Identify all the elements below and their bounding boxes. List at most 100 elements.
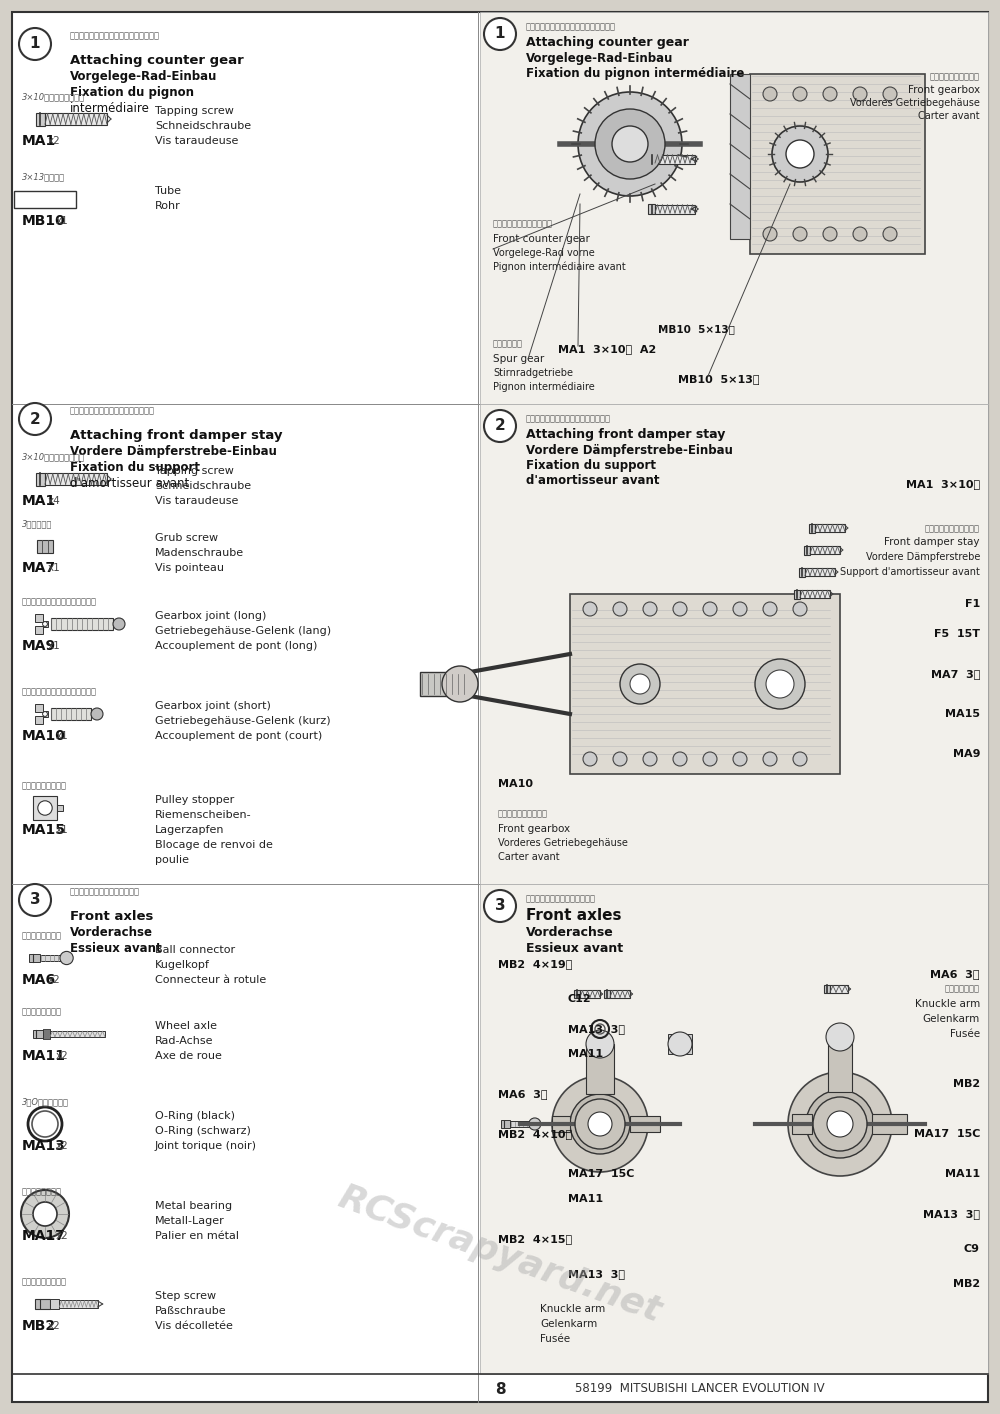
Text: C9: C9 bbox=[964, 1244, 980, 1254]
Circle shape bbox=[827, 1111, 853, 1137]
Bar bbox=[792, 1114, 812, 1134]
Text: Step screw: Step screw bbox=[155, 1291, 216, 1301]
Circle shape bbox=[733, 752, 747, 766]
Text: x1: x1 bbox=[56, 824, 69, 836]
Circle shape bbox=[586, 1029, 614, 1058]
Circle shape bbox=[38, 800, 52, 816]
Bar bbox=[586, 1044, 614, 1094]
Text: MB2: MB2 bbox=[953, 1079, 980, 1089]
Text: MA13  3㎜: MA13 3㎜ bbox=[568, 1268, 625, 1280]
Text: Tapping screw: Tapping screw bbox=[155, 467, 234, 477]
Text: フロントアクスルの取り付け方: フロントアクスルの取り付け方 bbox=[70, 888, 140, 896]
Text: Vorgelege-Rad-Einbau: Vorgelege-Rad-Einbau bbox=[70, 71, 217, 83]
Text: MA15: MA15 bbox=[22, 823, 66, 837]
Bar bbox=[510, 1121, 534, 1127]
Bar bbox=[45, 113, 107, 124]
Text: Vorderachse: Vorderachse bbox=[70, 926, 153, 939]
Text: F5  15T: F5 15T bbox=[934, 629, 980, 639]
Text: MB2  4×10㎜: MB2 4×10㎜ bbox=[498, 1128, 572, 1140]
Text: Tapping screw: Tapping screw bbox=[155, 106, 234, 116]
Text: Rad-Achse: Rad-Achse bbox=[155, 1036, 214, 1046]
Text: MB10: MB10 bbox=[22, 214, 66, 228]
Bar bbox=[420, 672, 470, 696]
Bar bbox=[794, 590, 800, 598]
Circle shape bbox=[570, 1094, 630, 1154]
Text: Fusée: Fusée bbox=[950, 1029, 980, 1039]
Bar bbox=[655, 154, 695, 164]
Text: MA10: MA10 bbox=[22, 730, 66, 742]
Text: Grub screw: Grub screw bbox=[155, 533, 218, 543]
Bar bbox=[480, 884, 988, 1374]
Text: MA11: MA11 bbox=[568, 1193, 603, 1203]
Text: Pulley stopper: Pulley stopper bbox=[155, 795, 234, 805]
Text: MA9: MA9 bbox=[22, 639, 56, 653]
Text: MA1: MA1 bbox=[22, 134, 56, 148]
Circle shape bbox=[43, 622, 47, 626]
Text: Support d'amortisseur avant: Support d'amortisseur avant bbox=[840, 567, 980, 577]
Circle shape bbox=[813, 1097, 867, 1151]
Text: 3: 3 bbox=[495, 898, 505, 913]
Text: MA6  3㎜: MA6 3㎜ bbox=[498, 1089, 548, 1099]
Text: Getriebegehäuse-Gelenk (kurz): Getriebegehäuse-Gelenk (kurz) bbox=[155, 715, 331, 725]
Circle shape bbox=[552, 1076, 648, 1172]
Text: MB2  4×19㎜: MB2 4×19㎜ bbox=[498, 959, 572, 969]
Circle shape bbox=[33, 1202, 57, 1226]
Text: MB10  5×13㎜: MB10 5×13㎜ bbox=[678, 373, 760, 385]
Bar bbox=[36, 472, 45, 485]
Bar bbox=[45, 474, 107, 485]
Circle shape bbox=[826, 1022, 854, 1051]
Circle shape bbox=[19, 403, 51, 436]
Text: Front gearbox: Front gearbox bbox=[908, 85, 980, 95]
Bar bbox=[57, 805, 63, 810]
Text: MA6: MA6 bbox=[22, 973, 56, 987]
Text: C12: C12 bbox=[568, 994, 592, 1004]
Bar bbox=[14, 191, 76, 208]
Bar bbox=[51, 707, 91, 720]
Bar bbox=[35, 704, 43, 713]
Text: MA11: MA11 bbox=[945, 1169, 980, 1179]
Text: x2: x2 bbox=[48, 1321, 61, 1331]
Text: Gelenkarm: Gelenkarm bbox=[923, 1014, 980, 1024]
Text: x2: x2 bbox=[56, 1141, 69, 1151]
Text: Schneidschraube: Schneidschraube bbox=[155, 481, 251, 491]
Text: MA10: MA10 bbox=[498, 779, 533, 789]
Bar bbox=[805, 568, 835, 575]
Text: スパーギヤー: スパーギヤー bbox=[493, 339, 523, 348]
Text: MA1: MA1 bbox=[22, 493, 56, 508]
Bar bbox=[36, 113, 45, 126]
Circle shape bbox=[43, 711, 47, 717]
Text: x1: x1 bbox=[56, 731, 69, 741]
Circle shape bbox=[21, 1191, 69, 1239]
Text: Accouplement de pont (court): Accouplement de pont (court) bbox=[155, 731, 322, 741]
Text: MA7  3㎜: MA7 3㎜ bbox=[931, 669, 980, 679]
Text: フロントダンパーステーの取り付け方: フロントダンパーステーの取り付け方 bbox=[70, 406, 155, 416]
Text: 3㎟イモネジ: 3㎟イモネジ bbox=[22, 519, 52, 529]
Text: Fusée: Fusée bbox=[540, 1333, 570, 1343]
Circle shape bbox=[484, 410, 516, 443]
Text: フロントカウンターギヤーの取り付け方: フロントカウンターギヤーの取り付け方 bbox=[70, 31, 160, 41]
Text: 3: 3 bbox=[30, 892, 40, 908]
Text: プーリーストッパー: プーリーストッパー bbox=[22, 782, 67, 790]
Circle shape bbox=[19, 28, 51, 59]
Text: Tube: Tube bbox=[155, 187, 181, 197]
Text: MA17  15C: MA17 15C bbox=[914, 1128, 980, 1140]
Bar bbox=[51, 618, 113, 631]
Text: 3×10㎟タッピングビス: 3×10㎟タッピングビス bbox=[22, 92, 85, 102]
Text: Metal bearing: Metal bearing bbox=[155, 1200, 232, 1210]
Text: Joint torique (noir): Joint torique (noir) bbox=[155, 1141, 257, 1151]
Bar bbox=[35, 614, 43, 622]
Text: フロントダンパーステーの取り付け方: フロントダンパーステーの取り付け方 bbox=[526, 414, 611, 423]
Text: Carter avant: Carter avant bbox=[918, 112, 980, 122]
Bar bbox=[824, 986, 830, 993]
Text: Vis taraudeuse: Vis taraudeuse bbox=[155, 136, 238, 146]
Text: Front damper stay: Front damper stay bbox=[885, 537, 980, 547]
Bar bbox=[480, 404, 988, 884]
Text: ステップスクリュー: ステップスクリュー bbox=[22, 1277, 67, 1287]
Bar bbox=[804, 546, 810, 554]
Circle shape bbox=[442, 666, 478, 701]
Circle shape bbox=[793, 88, 807, 100]
Bar bbox=[43, 711, 48, 717]
Text: MA1  3×10㎜: MA1 3×10㎜ bbox=[906, 479, 980, 489]
Text: Getriebegehäuse-Gelenk (lang): Getriebegehäuse-Gelenk (lang) bbox=[155, 626, 331, 636]
Text: Vis taraudeuse: Vis taraudeuse bbox=[155, 496, 238, 506]
